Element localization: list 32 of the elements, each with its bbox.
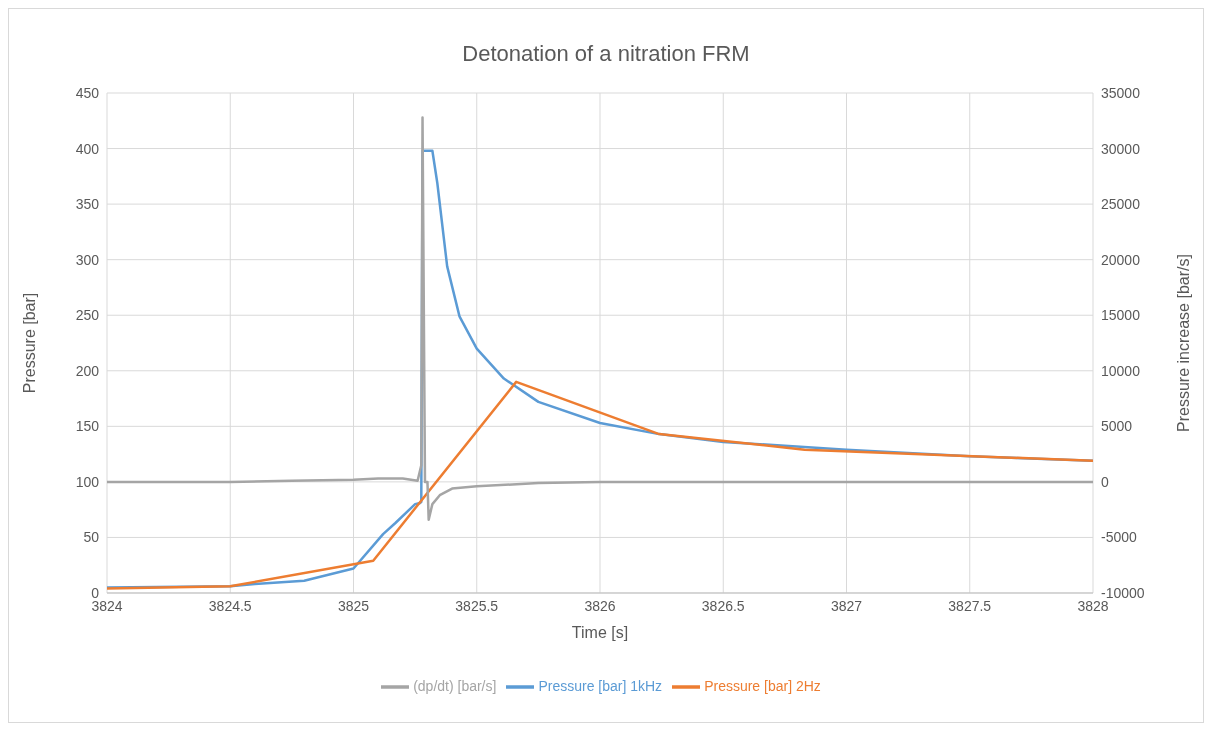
- x-tick-label: 3827.5: [948, 597, 992, 614]
- chart-title: Detonation of a nitration FRM: [461, 41, 751, 67]
- y2-tick-label: 10000: [1101, 362, 1141, 379]
- y-tick-label: 450: [75, 84, 100, 101]
- y-axis-title: Pressure [bar]: [20, 292, 38, 394]
- x-tick-label: 3824.5: [208, 597, 252, 614]
- x-tick-label: 3827: [830, 597, 863, 614]
- x-axis-title: Time [s]: [571, 624, 629, 641]
- y2-tick-label: 35000: [1101, 84, 1141, 101]
- y2-tick-label: 30000: [1101, 140, 1141, 157]
- y2-tick-label: 0: [1101, 473, 1109, 490]
- legend-label: Pressure [bar] 1kHz: [538, 677, 663, 694]
- y2-axis-title: Pressure increase [bar/s]: [1174, 254, 1192, 432]
- x-tick-label: 3825.5: [455, 597, 499, 614]
- y-tick-label: 300: [75, 251, 100, 268]
- legend-label: (dp/dt) [bar/s]: [413, 677, 497, 694]
- y-tick-label: 150: [75, 418, 100, 435]
- y-tick-label: 400: [75, 140, 100, 157]
- y2-tick-label: 25000: [1101, 196, 1141, 213]
- y2-tick-label: 15000: [1101, 307, 1141, 324]
- y-tick-label: 350: [75, 196, 100, 213]
- y2-tick-label: 5000: [1101, 418, 1133, 435]
- y-tick-label: 200: [75, 362, 100, 379]
- y-tick-label: 250: [75, 307, 100, 324]
- y-tick-label: 100: [75, 473, 100, 490]
- y2-tick-label: -5000: [1101, 529, 1138, 546]
- x-tick-label: 3826.5: [701, 597, 745, 614]
- legend-label: Pressure [bar] 2Hz: [704, 677, 821, 694]
- x-tick-label: 3826: [584, 597, 616, 614]
- y2-tick-label: 20000: [1101, 251, 1141, 268]
- x-tick-label: 3825: [337, 597, 370, 614]
- y-tick-label: 50: [83, 529, 100, 546]
